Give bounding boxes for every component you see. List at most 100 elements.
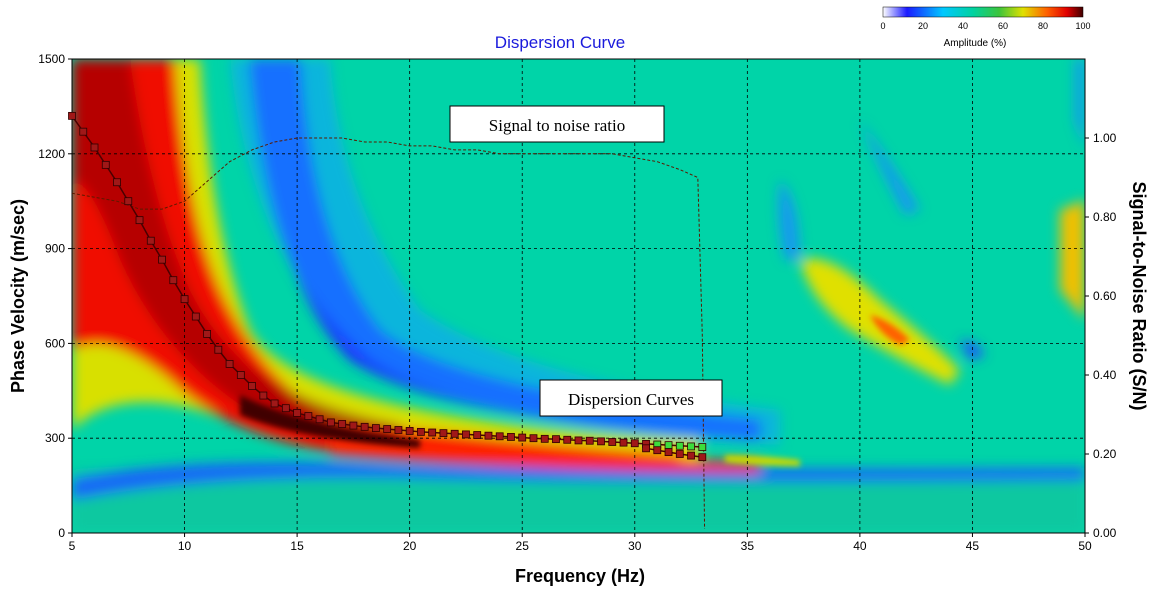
dispersion-point [135, 216, 144, 225]
y2-tick-label: 0.00 [1093, 526, 1117, 540]
dispersion-point-lower [653, 446, 662, 455]
snr-series [72, 137, 706, 530]
annotation-snr: Signal to noise ratio [449, 105, 665, 143]
dispersion-point [90, 143, 99, 152]
dispersion-point [101, 160, 110, 169]
dispersion-point [450, 429, 459, 438]
dispersion-point [113, 178, 121, 187]
x-tick-label: 30 [628, 539, 642, 553]
dispersion-point [428, 428, 437, 437]
dispersion-point [473, 431, 482, 439]
dispersion-point [495, 432, 504, 441]
dispersion-point [214, 345, 223, 354]
x-tick-label: 45 [966, 539, 980, 553]
y2-axis-title: Signal-to-Noise Ratio (S/N) [1129, 182, 1149, 411]
dispersion-point [529, 434, 538, 443]
colorbar-tick-label: 60 [998, 21, 1008, 31]
y2-tick-label: 1.00 [1093, 131, 1117, 145]
dispersion-point [293, 409, 302, 417]
x-tick-label: 20 [403, 539, 417, 553]
x-axis-ticks: 5 10 15 20 25 30 35 40 45 50 [69, 533, 1092, 553]
x-tick-label: 25 [516, 539, 530, 553]
y2-tick-label: 0.80 [1093, 210, 1117, 224]
colorbar-tick-label: 40 [958, 21, 968, 31]
dispersion-point [146, 236, 155, 245]
dispersion-point-lower [675, 450, 684, 458]
dispersion-point [326, 418, 335, 427]
dispersion-point [349, 421, 358, 430]
y2-tick-label: 0.40 [1093, 368, 1117, 382]
snr-line [72, 137, 706, 530]
dispersion-point [552, 435, 560, 444]
dispersion-point [698, 443, 707, 451]
dispersion-point [675, 441, 684, 450]
y2-tick-label: 0.20 [1093, 447, 1117, 461]
dispersion-point [383, 425, 392, 433]
y-tick-label: 600 [45, 336, 65, 350]
dispersion-point [259, 391, 268, 400]
dispersion-series [68, 111, 707, 462]
annotation-dispersion: Dispersion Curves [539, 379, 723, 417]
dispersion-point [417, 427, 425, 436]
y-axis-title: Phase Velocity (m/sec) [8, 199, 28, 393]
dispersion-point [687, 442, 695, 451]
chart-title: Dispersion Curve [495, 33, 625, 52]
x-tick-label: 35 [741, 539, 755, 553]
x-tick-label: 15 [290, 539, 304, 553]
x-tick-label: 10 [178, 539, 192, 553]
dispersion-point [518, 433, 527, 442]
dispersion-point [608, 438, 617, 446]
dispersion-point [180, 295, 189, 304]
dispersion-point [236, 371, 245, 379]
dispersion-point [360, 422, 369, 431]
dispersion-point [630, 439, 639, 448]
dispersion-point [664, 441, 673, 450]
dispersion-point [270, 399, 279, 408]
x-axis-title: Frequency (Hz) [515, 566, 645, 586]
dispersion-point [191, 312, 200, 321]
dispersion-point [394, 426, 403, 434]
dispersion-point [597, 437, 605, 446]
dispersion-point [79, 127, 88, 136]
dispersion-point [439, 429, 448, 438]
svg-text:Signal to noise ratio: Signal to noise ratio [489, 116, 625, 135]
dispersion-point [338, 420, 347, 428]
x-tick-label: 40 [853, 539, 867, 553]
y2-axis-ticks: 0.00 0.20 0.40 0.60 0.80 1.00 [1085, 131, 1117, 540]
y-tick-label: 1500 [38, 52, 65, 66]
dispersion-point [540, 434, 549, 443]
dispersion-point-lower [642, 444, 650, 453]
x-tick-label: 50 [1078, 539, 1092, 553]
y2-tick-label: 0.60 [1093, 289, 1117, 303]
dispersion-point-lower [664, 448, 673, 457]
colorbar: 0 20 40 60 80 100 Amplitude (%) [880, 6, 1091, 49]
colorbar-gradient [882, 6, 1084, 18]
dispersion-point [574, 436, 583, 445]
dispersion-point [68, 111, 76, 120]
dispersion-point [304, 412, 313, 420]
dispersion-point [158, 255, 166, 264]
y-tick-label: 300 [45, 431, 65, 445]
dispersion-point-lower [687, 451, 695, 460]
colorbar-ticks: 0 20 40 60 80 100 [880, 21, 1090, 31]
svg-text:Dispersion Curves: Dispersion Curves [568, 390, 694, 409]
dispersion-point [405, 427, 414, 435]
dispersion-point [507, 433, 515, 441]
y-tick-label: 900 [45, 242, 65, 256]
dispersion-point [371, 424, 380, 432]
dispersion-point [585, 436, 594, 445]
y-axis-ticks: 0 300 600 900 1200 1500 [38, 52, 72, 540]
dispersion-point [225, 360, 234, 368]
colorbar-tick-label: 0 [880, 21, 885, 31]
colorbar-tick-label: 80 [1038, 21, 1048, 31]
dispersion-point [462, 430, 470, 439]
dispersion-point [315, 415, 324, 424]
dispersion-point [281, 404, 290, 413]
y-tick-label: 1200 [38, 147, 65, 161]
colorbar-tick-label: 20 [918, 21, 928, 31]
dispersion-point [169, 276, 178, 285]
dispersion-point-lower [698, 453, 707, 462]
dispersion-point [248, 382, 256, 390]
y-tick-label: 0 [58, 526, 65, 540]
